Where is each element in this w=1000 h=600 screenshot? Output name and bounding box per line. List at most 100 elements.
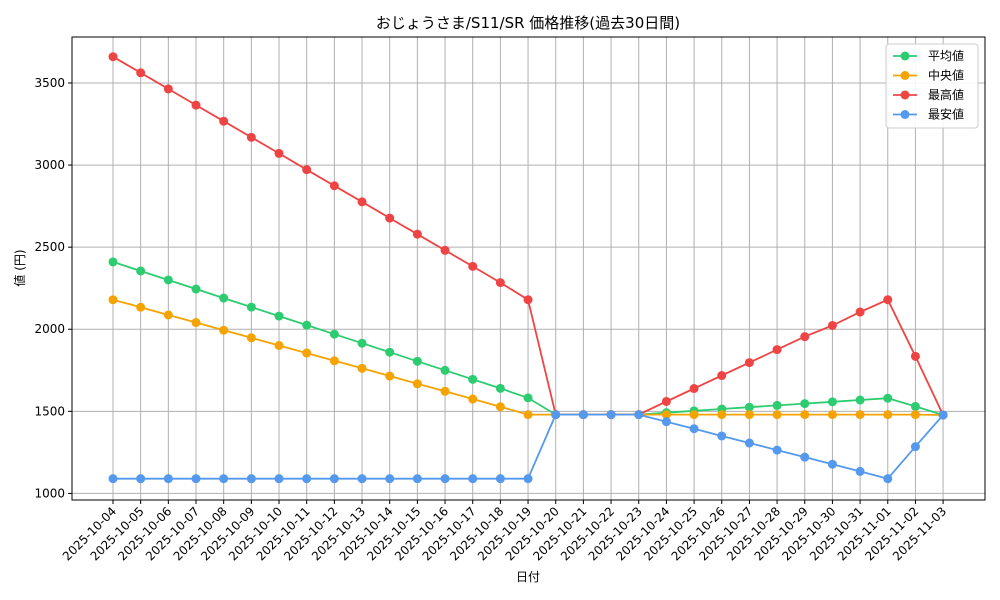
data-point (357, 338, 367, 348)
legend-marker (900, 110, 910, 119)
data-point (385, 474, 395, 484)
data-point (855, 410, 865, 420)
y-tick-label: 1000 (34, 486, 65, 500)
data-point (661, 417, 671, 427)
data-point (246, 132, 256, 142)
legend-label: 最高値 (928, 87, 964, 102)
data-point (717, 371, 727, 381)
data-point (246, 302, 256, 312)
data-point (329, 329, 339, 339)
y-tick-label: 1500 (34, 404, 65, 418)
data-point (329, 181, 339, 191)
data-point (717, 410, 727, 420)
grid (72, 37, 985, 500)
data-point (412, 379, 422, 389)
x-axis: 2025-10-042025-10-052025-10-062025-10-07… (60, 500, 949, 563)
data-point (772, 345, 782, 355)
data-point (468, 394, 478, 404)
data-point (855, 466, 865, 476)
data-point (495, 474, 505, 484)
data-point (136, 266, 146, 276)
chart-title: おじょうさま/S11/SR 価格推移(過去30日間) (376, 14, 680, 32)
data-point (910, 410, 920, 420)
data-point (634, 410, 644, 420)
legend-label: 最安値 (928, 107, 964, 122)
data-point (827, 320, 837, 330)
data-point (800, 399, 810, 409)
y-axis-label: 値 (円) (12, 249, 27, 286)
y-tick-label: 2500 (34, 240, 65, 254)
data-point (191, 318, 201, 328)
data-point (523, 295, 533, 305)
data-point (385, 347, 395, 357)
data-point (883, 393, 893, 403)
data-point (163, 310, 173, 320)
data-point (357, 474, 367, 484)
data-point (910, 351, 920, 361)
data-point (717, 431, 727, 441)
data-point (744, 410, 754, 420)
data-point (468, 261, 478, 271)
legend-marker (900, 71, 910, 80)
y-tick-label: 3000 (34, 158, 65, 172)
data-point (302, 474, 312, 484)
data-point (800, 410, 810, 420)
data-point (412, 356, 422, 366)
data-point (744, 438, 754, 448)
data-point (523, 474, 533, 484)
data-point (274, 474, 284, 484)
data-point (855, 307, 865, 317)
legend-label: 中央値 (928, 68, 964, 83)
data-point (744, 402, 754, 412)
y-axis: 1000 1500 2000 2500 3000 3500 (34, 76, 72, 500)
legend-marker (900, 51, 910, 61)
data-point (163, 84, 173, 94)
data-point (440, 245, 450, 255)
data-point (108, 52, 118, 62)
data-point (800, 332, 810, 342)
data-point (883, 474, 893, 484)
data-point (661, 396, 671, 406)
data-point (495, 278, 505, 288)
data-point (246, 333, 256, 343)
data-point (772, 445, 782, 455)
data-point (440, 386, 450, 396)
data-point (772, 400, 782, 410)
data-point (855, 395, 865, 405)
data-point (136, 68, 146, 78)
data-point (827, 410, 837, 420)
legend-marker (900, 90, 910, 100)
data-point (689, 410, 699, 420)
data-point (219, 116, 229, 126)
data-point (191, 284, 201, 294)
data-point (689, 424, 699, 434)
data-point (163, 474, 173, 484)
data-point (274, 341, 284, 351)
data-point (495, 402, 505, 412)
data-point (163, 275, 173, 285)
series-group (108, 52, 948, 484)
data-point (440, 474, 450, 484)
data-point (385, 213, 395, 223)
y-tick-label: 2000 (34, 322, 65, 336)
data-point (274, 311, 284, 321)
data-point (827, 397, 837, 407)
data-point (136, 474, 146, 484)
data-point (938, 410, 948, 420)
data-point (468, 474, 478, 484)
data-point (302, 165, 312, 175)
data-point (191, 474, 201, 484)
data-point (108, 474, 118, 484)
legend-label: 平均値 (928, 48, 964, 63)
data-point (744, 358, 754, 368)
data-point (108, 295, 118, 305)
data-point (523, 410, 533, 420)
data-point (246, 474, 256, 484)
data-point (357, 363, 367, 373)
data-point (883, 295, 893, 305)
data-point (219, 293, 229, 303)
data-point (910, 442, 920, 452)
data-point (578, 410, 588, 420)
